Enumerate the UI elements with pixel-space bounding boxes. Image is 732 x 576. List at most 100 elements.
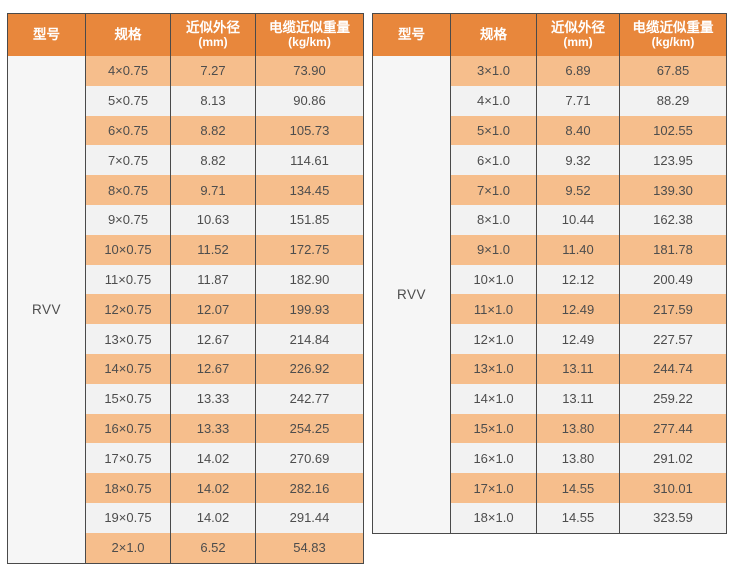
weight-cell: 244.74 [619,353,727,384]
outer-diameter-cell: 9.32 [536,145,620,176]
weight-cell: 123.95 [619,145,727,176]
spec-cell: 6×1.0 [450,145,537,176]
weight-cell: 200.49 [619,264,727,295]
spec-cell: 7×0.75 [85,145,171,176]
table-row: RVV 4×0.75 7.27 73.90 [7,56,364,564]
table-row: 15×1.0 13.80 277.44 [373,413,727,444]
outer-diameter-cell: 8.13 [170,85,256,116]
outer-diameter-cell: 12.12 [536,264,620,295]
column-header-unit: (mm) [563,34,593,49]
outer-diameter-cell: 8.82 [170,145,256,176]
outer-diameter-cell: 6.52 [170,532,256,564]
outer-diameter-cell: 13.33 [170,383,256,414]
weight-cell: 151.85 [255,204,364,235]
spec-cell: 12×1.0 [450,324,537,354]
table-row: 10×1.0 12.12 200.49 [373,264,727,295]
spec-cell: 5×0.75 [85,85,171,116]
column-header-spec: 规格 [85,13,171,56]
weight-cell: 226.92 [255,353,364,384]
weight-cell: 54.83 [255,532,364,564]
outer-diameter-cell: 10.63 [170,204,256,235]
column-header-label: 规格 [480,27,507,43]
weight-cell: 139.30 [619,175,727,205]
outer-diameter-cell: 13.11 [536,383,620,414]
spec-cell: 7×1.0 [450,175,537,205]
spec-cell: 9×0.75 [85,204,171,235]
table-row: 16×1.0 13.80 291.02 [373,443,727,474]
outer-diameter-cell: 14.02 [170,473,256,503]
weight-cell: 291.44 [255,502,364,533]
weight-cell: 134.45 [255,175,364,205]
table-row: 13×1.0 13.11 244.74 [373,353,727,384]
weight-cell: 214.84 [255,324,364,354]
table-row: 19×0.75 14.02 291.44 [8,502,364,533]
outer-diameter-cell: 6.89 [536,56,620,86]
column-header-spec: 规格 [450,13,537,56]
weight-cell: 259.22 [619,383,727,414]
column-header-label: 电缆近似重量 [632,20,714,36]
table-row: 11×1.0 12.49 217.59 [373,294,727,325]
spec-cell: 6×0.75 [85,115,171,146]
outer-diameter-cell: 12.49 [536,294,620,325]
table-row: RVV 3×1.0 6.89 67.85 [372,56,727,534]
spec-cell: 15×0.75 [85,383,171,414]
weight-cell: 199.93 [255,294,364,325]
table-row: 5×1.0 8.40 102.55 [373,115,727,146]
spec-cell: 11×1.0 [450,294,537,325]
table-row: 15×0.75 13.33 242.77 [8,383,364,414]
weight-cell: 102.55 [619,115,727,146]
spec-cell: 9×1.0 [450,234,537,265]
outer-diameter-cell: 13.33 [170,413,256,444]
table-row: 6×0.75 8.82 105.73 [8,115,364,146]
cable-spec-table-left: 型号 规格 近似外径 (mm) 电缆近似重量 (kg/km) RVV 4×0.75… [7,13,364,564]
weight-cell: 282.16 [255,473,364,503]
table-row: 7×1.0 9.52 139.30 [373,175,727,205]
table-row: 5×0.75 8.13 90.86 [8,85,364,116]
weight-cell: 227.57 [619,324,727,354]
weight-cell: 323.59 [619,502,727,534]
spec-cell: 17×1.0 [450,473,537,503]
weight-cell: 270.69 [255,443,364,474]
outer-diameter-cell: 12.49 [536,324,620,354]
spec-cell: 3×1.0 [450,56,537,86]
spec-cell: 5×1.0 [450,115,537,146]
spec-cell: 10×1.0 [450,264,537,295]
outer-diameter-cell: 12.67 [170,324,256,354]
table-row: 14×0.75 12.67 226.92 [8,353,364,384]
outer-diameter-cell: 13.11 [536,353,620,384]
weight-cell: 67.85 [619,56,727,86]
column-header-label: 型号 [398,27,425,43]
outer-diameter-cell: 8.40 [536,115,620,146]
outer-diameter-cell: 14.55 [536,502,620,534]
model-cell: RVV [7,56,86,564]
weight-cell: 254.25 [255,413,364,444]
weight-cell: 182.90 [255,264,364,295]
outer-diameter-cell: 7.71 [536,85,620,116]
table-row: 9×1.0 11.40 181.78 [373,234,727,265]
table-row: 18×0.75 14.02 282.16 [8,473,364,503]
spec-cell: 4×1.0 [450,85,537,116]
table-row: 13×0.75 12.67 214.84 [8,324,364,354]
column-header-outer-diameter: 近似外径 (mm) [170,13,256,56]
column-header-unit: (mm) [198,34,228,49]
header-row: 型号 规格 近似外径 (mm) 电缆近似重量 (kg/km) [7,13,364,56]
spec-cell: 13×0.75 [85,324,171,354]
header-row: 型号 规格 近似外径 (mm) 电缆近似重量 (kg/km) [372,13,727,56]
table-row: 8×1.0 10.44 162.38 [373,204,727,235]
spec-cell: 16×0.75 [85,413,171,444]
spec-cell: 10×0.75 [85,234,171,265]
weight-cell: 73.90 [255,56,364,86]
spec-cell: 18×1.0 [450,502,537,534]
table-row: 12×1.0 12.49 227.57 [373,324,727,354]
spec-cell: 15×1.0 [450,413,537,444]
cable-spec-tables: 型号 规格 近似外径 (mm) 电缆近似重量 (kg/km) RVV 4×0.75… [7,13,727,564]
outer-diameter-cell: 12.07 [170,294,256,325]
table-row: 17×1.0 14.55 310.01 [373,473,727,503]
table-row: 16×0.75 13.33 254.25 [8,413,364,444]
column-header-unit: (kg/km) [288,34,331,49]
table-row: 14×1.0 13.11 259.22 [373,383,727,414]
spec-cell: 2×1.0 [85,532,171,564]
spec-cell: 14×1.0 [450,383,537,414]
table-row: 17×0.75 14.02 270.69 [8,443,364,474]
